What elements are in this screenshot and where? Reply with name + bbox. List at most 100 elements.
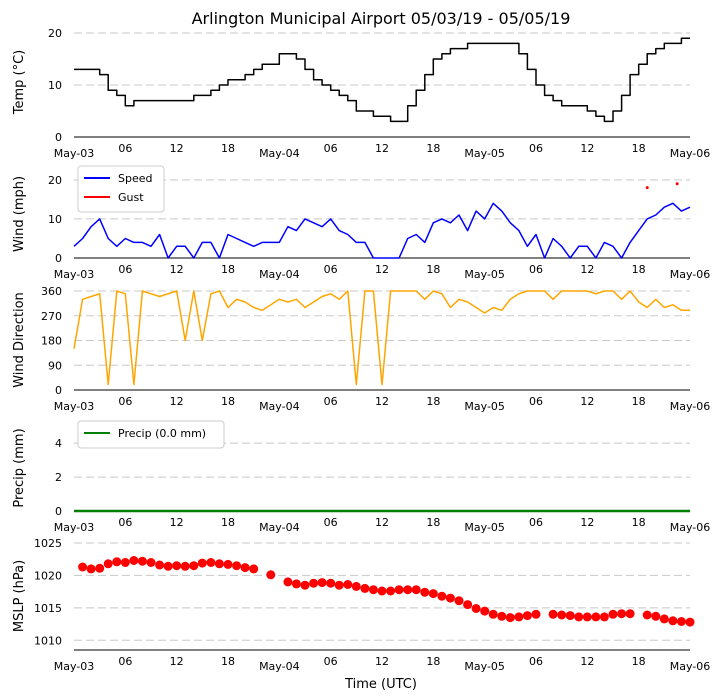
mslp-point xyxy=(137,556,147,566)
x-tick-label: 18 xyxy=(221,655,235,668)
mslp-point xyxy=(651,611,661,621)
panel-temp: 0 10 20 Temp (°C) May-03 06 12 18 May-04 06 12 18 Ma… xyxy=(12,27,710,160)
mslp-point xyxy=(334,580,344,590)
x-tick-label: May-04 xyxy=(259,268,300,281)
x-tick-label: 12 xyxy=(375,395,389,408)
mslp-point xyxy=(223,559,233,569)
x-tick-label: 06 xyxy=(529,142,543,155)
mslp-point xyxy=(582,612,592,622)
x-tick-label: May-06 xyxy=(670,521,711,534)
mslp-point xyxy=(625,609,635,619)
mslp-point xyxy=(420,587,430,597)
mslp-point xyxy=(659,614,669,624)
mslp-point xyxy=(480,606,490,616)
x-tick-label: 12 xyxy=(580,516,594,529)
x-tick-label: 18 xyxy=(221,263,235,276)
x-tick-label: 18 xyxy=(426,263,440,276)
mslp-point xyxy=(214,559,224,569)
mslp-point xyxy=(574,612,584,622)
mslp-point xyxy=(300,580,310,590)
x-tick-label: May-04 xyxy=(259,660,300,673)
mslp-point xyxy=(197,558,207,568)
mslp-point xyxy=(403,585,413,595)
mslp-point xyxy=(78,562,88,572)
y-axis-label: Precip (mm) xyxy=(12,428,27,507)
mslp-point xyxy=(266,570,276,580)
x-tick-label: May-03 xyxy=(54,268,95,281)
mslp-point xyxy=(360,583,370,593)
mslp-point xyxy=(668,616,678,626)
mslp-point xyxy=(642,610,652,620)
x-tick-label: May-04 xyxy=(259,400,300,413)
mslp-point xyxy=(557,610,567,620)
x-tick-label: 06 xyxy=(118,142,132,155)
mslp-point xyxy=(608,609,618,619)
mslp-point xyxy=(172,561,182,571)
y-tick-label: 360 xyxy=(41,285,62,298)
mslp-point xyxy=(531,609,541,619)
x-tick-label: 12 xyxy=(170,395,184,408)
legend-label: Precip (0.0 mm) xyxy=(118,427,206,440)
x-tick-label: 12 xyxy=(170,516,184,529)
mslp-point xyxy=(565,611,575,621)
mslp-point xyxy=(163,561,173,571)
x-tick-label: 06 xyxy=(118,516,132,529)
mslp-point xyxy=(676,617,686,626)
mslp-point xyxy=(180,561,190,571)
y-tick-label: 20 xyxy=(48,27,62,40)
mslp-point xyxy=(309,578,319,588)
mslp-point xyxy=(103,559,113,569)
x-tick-label: May-04 xyxy=(259,147,300,160)
temp-series-line xyxy=(74,37,690,123)
y-axis-label: Wind Direction xyxy=(12,292,27,388)
y-tick-label: 0 xyxy=(55,505,62,518)
legend-precip: Precip (0.0 mm) xyxy=(77,420,225,449)
legend-box xyxy=(77,420,225,449)
x-tick-label: 12 xyxy=(375,516,389,529)
mslp-point xyxy=(291,579,301,589)
x-tick-label: 06 xyxy=(529,395,543,408)
x-tick-label: 06 xyxy=(324,516,338,529)
mslp-point xyxy=(411,585,421,595)
mslp-point xyxy=(95,563,105,573)
mslp-point xyxy=(437,591,447,601)
mslp-point xyxy=(120,558,130,567)
x-tick-label: 12 xyxy=(170,263,184,276)
mslp-point xyxy=(351,581,361,591)
gust-point xyxy=(645,186,649,190)
x-tick-label: May-05 xyxy=(464,521,505,534)
mslp-point xyxy=(505,613,515,623)
x-tick-label: May-03 xyxy=(54,521,95,534)
y-tick-label: 1025 xyxy=(34,537,62,550)
mslp-point xyxy=(488,609,498,619)
mslp-point xyxy=(514,612,524,622)
y-axis-label: Wind (mph) xyxy=(12,176,27,252)
y-tick-label: 20 xyxy=(48,174,62,187)
mslp-point xyxy=(326,578,336,588)
x-tick-label: May-06 xyxy=(670,400,711,413)
y-tick-label: 0 xyxy=(55,384,62,397)
x-tick-label: 06 xyxy=(118,395,132,408)
y-tick-label: 0 xyxy=(55,252,62,265)
x-tick-label: May-04 xyxy=(259,521,300,534)
x-axis-label: Time (UTC) xyxy=(344,677,417,692)
dir-series-line xyxy=(73,290,690,386)
speed-series-line xyxy=(73,202,691,259)
x-tick-label: May-05 xyxy=(464,268,505,281)
chart-title: Arlington Municipal Airport 05/03/19 - 0… xyxy=(192,9,571,28)
mslp-point xyxy=(471,604,481,613)
mslp-point xyxy=(240,563,250,573)
y-tick-label: 1010 xyxy=(34,634,62,647)
x-tick-label: 06 xyxy=(324,395,338,408)
x-tick-label: 06 xyxy=(118,655,132,668)
mslp-point xyxy=(497,611,507,621)
y-tick-label: 10 xyxy=(48,79,62,92)
panel-mslp: 1010 1015 1020 1025 MSLP (hPa) May-03 06 12 18 Ma… xyxy=(12,537,710,673)
mslp-point xyxy=(206,558,216,567)
x-tick-label: May-06 xyxy=(670,268,711,281)
x-tick-label: 18 xyxy=(632,263,646,276)
panel-wind: 0 10 20 Wind (mph) May-03 06 12 18 May-04 06 12 18 M… xyxy=(12,165,711,281)
panel-precip: 0 2 4 Precip (mm) May-03 06 12 18 May-04 06 12 18 Ma… xyxy=(12,420,711,534)
